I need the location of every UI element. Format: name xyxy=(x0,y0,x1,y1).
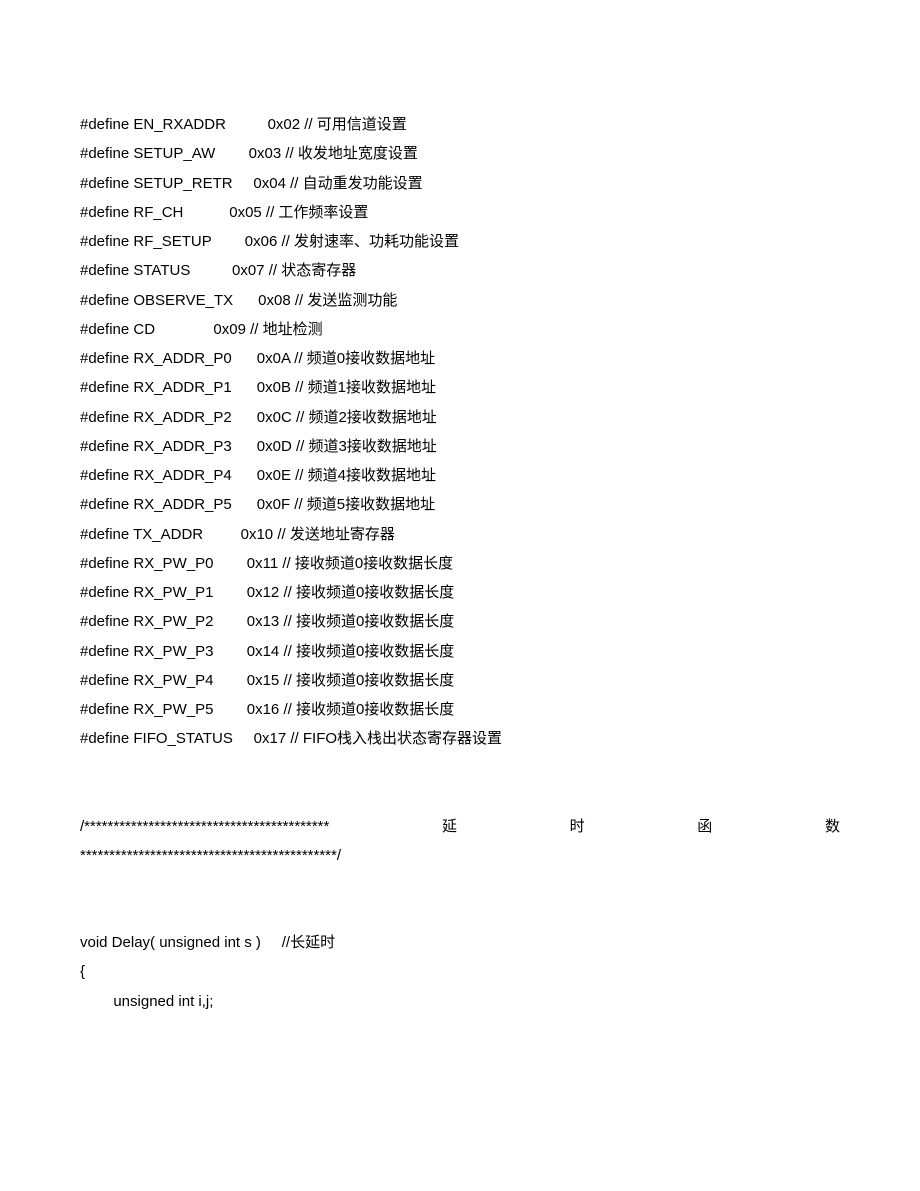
define-line: #define FIFO_STATUS 0x17 // FIFO栈入栈出状态寄存… xyxy=(80,724,840,753)
define-line: #define RX_PW_P3 0x14 // 接收频道0接收数据长度 xyxy=(80,637,840,666)
define-line: #define RX_PW_P4 0x15 // 接收频道0接收数据长度 xyxy=(80,666,840,695)
fn-body-line: unsigned int i,j; xyxy=(80,987,840,1016)
define-line: #define RX_ADDR_P2 0x0C // 频道2接收数据地址 xyxy=(80,403,840,432)
divider-word-3: 数 xyxy=(825,812,840,841)
divider-word-2: 函 xyxy=(697,812,712,841)
define-line: #define SETUP_RETR 0x04 // 自动重发功能设置 xyxy=(80,169,840,198)
fn-open-brace: { xyxy=(80,957,840,986)
divider-stars-left: /***************************************… xyxy=(80,812,329,841)
define-line: #define EN_RXADDR 0x02 // 可用信道设置 xyxy=(80,110,840,139)
define-line: #define RF_SETUP 0x06 // 发射速率、功耗功能设置 xyxy=(80,227,840,256)
define-line: #define RX_ADDR_P4 0x0E // 频道4接收数据地址 xyxy=(80,461,840,490)
divider-row-2: ****************************************… xyxy=(80,841,840,870)
spacer xyxy=(80,754,840,812)
define-line: #define RX_ADDR_P3 0x0D // 频道3接收数据地址 xyxy=(80,432,840,461)
define-line: #define RX_ADDR_P5 0x0F // 频道5接收数据地址 xyxy=(80,490,840,519)
divider-word-0: 延 xyxy=(442,812,457,841)
define-line: #define TX_ADDR 0x10 // 发送地址寄存器 xyxy=(80,520,840,549)
define-line: #define RX_PW_P1 0x12 // 接收频道0接收数据长度 xyxy=(80,578,840,607)
define-line: #define CD 0x09 // 地址检测 xyxy=(80,315,840,344)
define-line: #define RX_PW_P5 0x16 // 接收频道0接收数据长度 xyxy=(80,695,840,724)
define-line: #define RX_PW_P2 0x13 // 接收频道0接收数据长度 xyxy=(80,607,840,636)
define-line: #define RX_PW_P0 0x11 // 接收频道0接收数据长度 xyxy=(80,549,840,578)
divider-row-1: /***************************************… xyxy=(80,812,840,841)
spacer xyxy=(80,870,840,928)
define-line: #define RF_CH 0x05 // 工作频率设置 xyxy=(80,198,840,227)
define-line: #define STATUS 0x07 // 状态寄存器 xyxy=(80,256,840,285)
define-line: #define RX_ADDR_P1 0x0B // 频道1接收数据地址 xyxy=(80,373,840,402)
define-line: #define SETUP_AW 0x03 // 收发地址宽度设置 xyxy=(80,139,840,168)
divider-word-1: 时 xyxy=(570,812,585,841)
define-line: #define RX_ADDR_P0 0x0A // 频道0接收数据地址 xyxy=(80,344,840,373)
fn-signature: void Delay( unsigned int s ) //长延时 xyxy=(80,928,840,957)
defines-block: #define EN_RXADDR 0x02 // 可用信道设置#define … xyxy=(80,110,840,754)
define-line: #define OBSERVE_TX 0x08 // 发送监测功能 xyxy=(80,286,840,315)
